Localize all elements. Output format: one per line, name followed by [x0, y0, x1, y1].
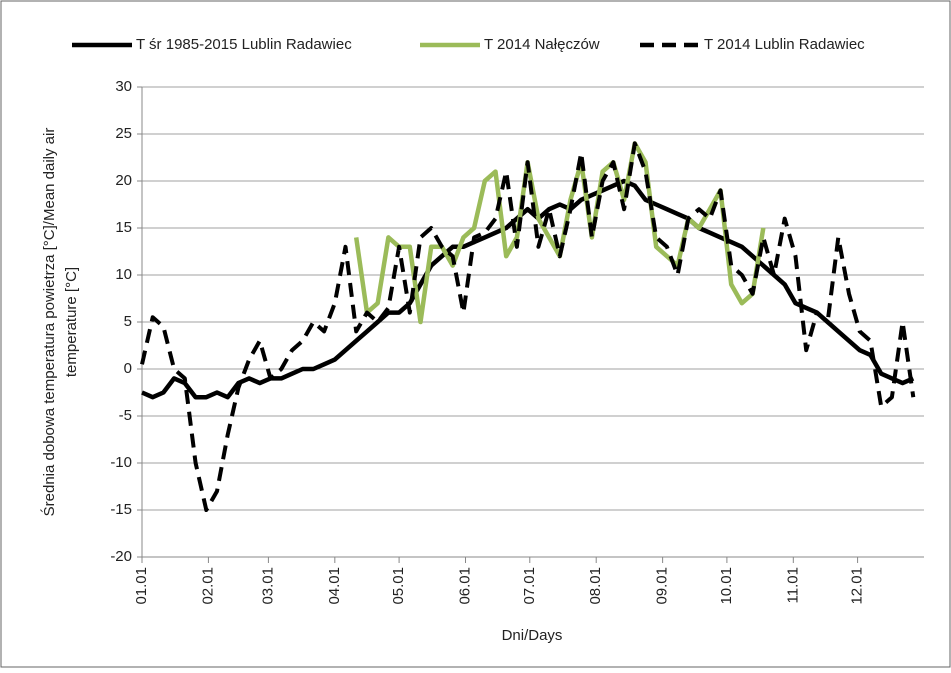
legend-label: T 2014 Nałęczów [484, 36, 600, 53]
y-tick-label: 0 [124, 360, 132, 377]
x-tick-label: 03.01 [259, 567, 276, 605]
legend-label: T 2014 Lublin Radawiec [704, 36, 865, 53]
y-axis-label: Średnia dobowa temperatura powietrza [°C… [40, 128, 58, 517]
y-tick-label: 25 [115, 125, 132, 142]
y-tick-label: -10 [110, 454, 132, 471]
x-tick-label: 07.01 [521, 567, 538, 605]
y-axis-label: temperature [°C] [63, 267, 80, 377]
x-tick-label: 04.01 [326, 567, 343, 605]
y-tick-label: 10 [115, 266, 132, 283]
y-tick-label: 5 [124, 313, 132, 330]
x-axis-label: Dni/Days [502, 627, 563, 644]
y-tick-label: -20 [110, 548, 132, 565]
x-tick-label: 01.01 [133, 567, 150, 605]
y-tick-label: 30 [115, 78, 132, 95]
line-series [140, 141, 916, 512]
x-tick-label: 09.01 [654, 567, 671, 605]
y-tick-label: -15 [110, 501, 132, 518]
x-tick-label: 12.01 [849, 567, 866, 605]
y-tick-label: 15 [115, 219, 132, 236]
x-tick-label: 11.01 [784, 567, 801, 603]
x-tick-label: 05.01 [390, 567, 407, 605]
y-tick-label: -5 [119, 407, 132, 424]
x-tick-label: 08.01 [587, 567, 604, 605]
x-tick-label: 06.01 [456, 567, 473, 605]
x-tick-label: 10.01 [718, 567, 735, 605]
x-tick-label: 02.01 [199, 567, 216, 605]
legend-label: T śr 1985-2015 Lublin Radawiec [136, 36, 352, 53]
y-tick-label: 20 [115, 172, 132, 189]
